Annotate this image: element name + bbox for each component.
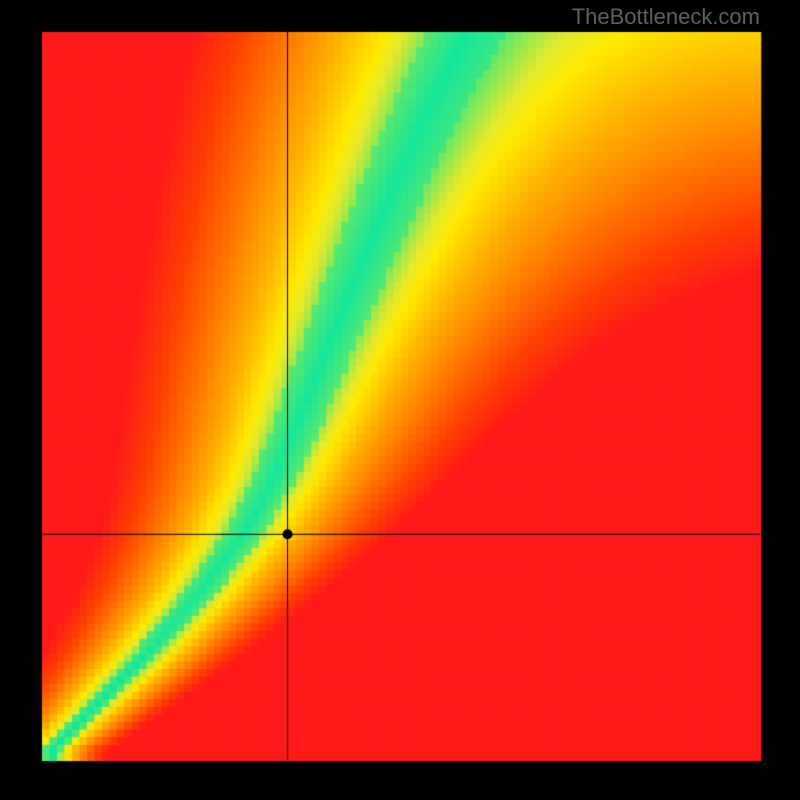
bottleneck-heatmap [0, 0, 800, 800]
watermark-text: TheBottleneck.com [572, 4, 760, 30]
chart-container: TheBottleneck.com [0, 0, 800, 800]
